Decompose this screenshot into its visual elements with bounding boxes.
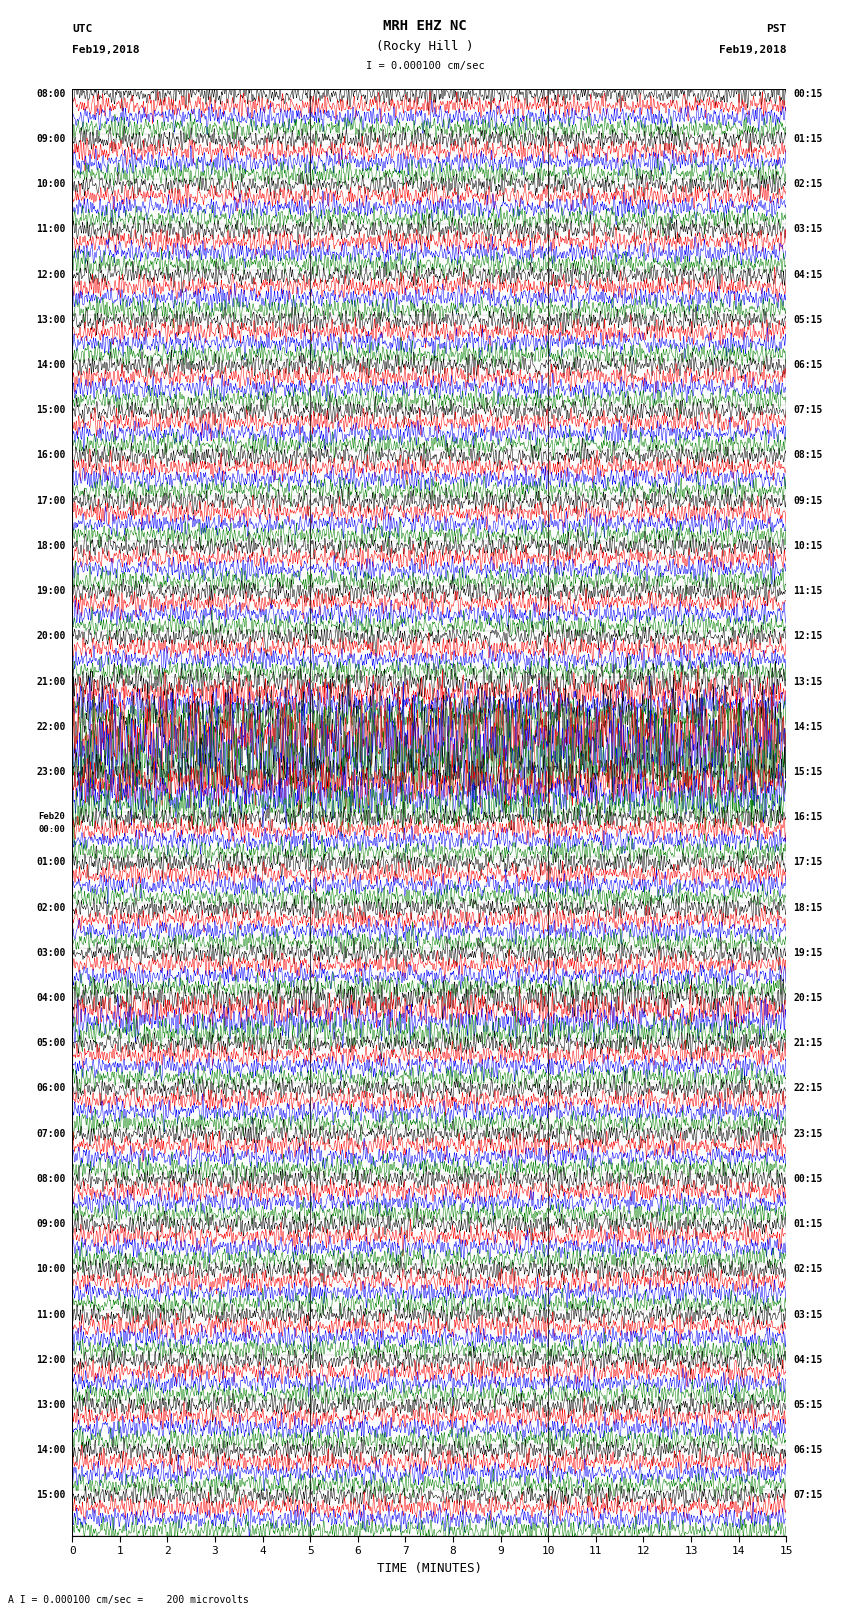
Text: PST: PST <box>766 24 786 34</box>
Text: 09:00: 09:00 <box>36 1219 65 1229</box>
Text: 17:00: 17:00 <box>36 495 65 505</box>
X-axis label: TIME (MINUTES): TIME (MINUTES) <box>377 1561 482 1574</box>
Text: 09:00: 09:00 <box>36 134 65 144</box>
Text: 08:00: 08:00 <box>36 1174 65 1184</box>
Text: 02:00: 02:00 <box>36 903 65 913</box>
Text: 18:00: 18:00 <box>36 540 65 552</box>
Text: 01:15: 01:15 <box>793 134 823 144</box>
Text: 23:15: 23:15 <box>793 1129 823 1139</box>
Text: 08:15: 08:15 <box>793 450 823 460</box>
Text: 08:00: 08:00 <box>36 89 65 98</box>
Text: 04:15: 04:15 <box>793 1355 823 1365</box>
Text: 21:00: 21:00 <box>36 676 65 687</box>
Text: 10:00: 10:00 <box>36 179 65 189</box>
Text: 13:15: 13:15 <box>793 676 823 687</box>
Text: 04:15: 04:15 <box>793 269 823 279</box>
Text: 19:00: 19:00 <box>36 586 65 597</box>
Text: 07:00: 07:00 <box>36 1129 65 1139</box>
Text: 23:00: 23:00 <box>36 766 65 777</box>
Text: 01:00: 01:00 <box>36 858 65 868</box>
Text: 06:15: 06:15 <box>793 1445 823 1455</box>
Text: Feb20: Feb20 <box>38 813 65 821</box>
Text: 04:00: 04:00 <box>36 994 65 1003</box>
Text: 03:15: 03:15 <box>793 224 823 234</box>
Text: 05:15: 05:15 <box>793 315 823 324</box>
Text: 12:00: 12:00 <box>36 269 65 279</box>
Text: 19:15: 19:15 <box>793 948 823 958</box>
Text: 12:15: 12:15 <box>793 631 823 642</box>
Text: 22:15: 22:15 <box>793 1084 823 1094</box>
Text: 12:00: 12:00 <box>36 1355 65 1365</box>
Text: A I = 0.000100 cm/sec =    200 microvolts: A I = 0.000100 cm/sec = 200 microvolts <box>8 1595 249 1605</box>
Text: 00:00: 00:00 <box>38 826 65 834</box>
Text: 09:15: 09:15 <box>793 495 823 505</box>
Text: 11:00: 11:00 <box>36 224 65 234</box>
Text: Feb19,2018: Feb19,2018 <box>719 45 786 55</box>
Text: 07:15: 07:15 <box>793 1490 823 1500</box>
Text: 10:00: 10:00 <box>36 1265 65 1274</box>
Text: UTC: UTC <box>72 24 93 34</box>
Text: 07:15: 07:15 <box>793 405 823 415</box>
Text: (Rocky Hill ): (Rocky Hill ) <box>377 40 473 53</box>
Text: 22:00: 22:00 <box>36 721 65 732</box>
Text: 00:15: 00:15 <box>793 89 823 98</box>
Text: 10:15: 10:15 <box>793 540 823 552</box>
Text: I = 0.000100 cm/sec: I = 0.000100 cm/sec <box>366 61 484 71</box>
Text: 05:00: 05:00 <box>36 1039 65 1048</box>
Text: 14:00: 14:00 <box>36 1445 65 1455</box>
Text: 17:15: 17:15 <box>793 858 823 868</box>
Text: 13:00: 13:00 <box>36 315 65 324</box>
Text: 14:00: 14:00 <box>36 360 65 369</box>
Text: 05:15: 05:15 <box>793 1400 823 1410</box>
Text: 14:15: 14:15 <box>793 721 823 732</box>
Text: 03:00: 03:00 <box>36 948 65 958</box>
Text: 16:15: 16:15 <box>793 813 823 823</box>
Text: 21:15: 21:15 <box>793 1039 823 1048</box>
Text: 18:15: 18:15 <box>793 903 823 913</box>
Text: 16:00: 16:00 <box>36 450 65 460</box>
Text: 00:15: 00:15 <box>793 1174 823 1184</box>
Text: 20:15: 20:15 <box>793 994 823 1003</box>
Text: 01:15: 01:15 <box>793 1219 823 1229</box>
Text: 11:15: 11:15 <box>793 586 823 597</box>
Text: Feb19,2018: Feb19,2018 <box>72 45 139 55</box>
Text: MRH EHZ NC: MRH EHZ NC <box>383 19 467 34</box>
Text: 02:15: 02:15 <box>793 179 823 189</box>
Text: 11:00: 11:00 <box>36 1310 65 1319</box>
Text: 15:15: 15:15 <box>793 766 823 777</box>
Text: 02:15: 02:15 <box>793 1265 823 1274</box>
Text: 03:15: 03:15 <box>793 1310 823 1319</box>
Text: 15:00: 15:00 <box>36 405 65 415</box>
Text: 20:00: 20:00 <box>36 631 65 642</box>
Text: 15:00: 15:00 <box>36 1490 65 1500</box>
Text: 13:00: 13:00 <box>36 1400 65 1410</box>
Text: 06:15: 06:15 <box>793 360 823 369</box>
Text: 06:00: 06:00 <box>36 1084 65 1094</box>
